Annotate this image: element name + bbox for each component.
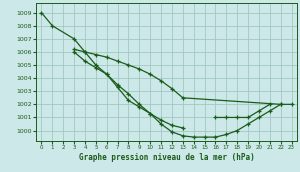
X-axis label: Graphe pression niveau de la mer (hPa): Graphe pression niveau de la mer (hPa) — [79, 153, 254, 162]
